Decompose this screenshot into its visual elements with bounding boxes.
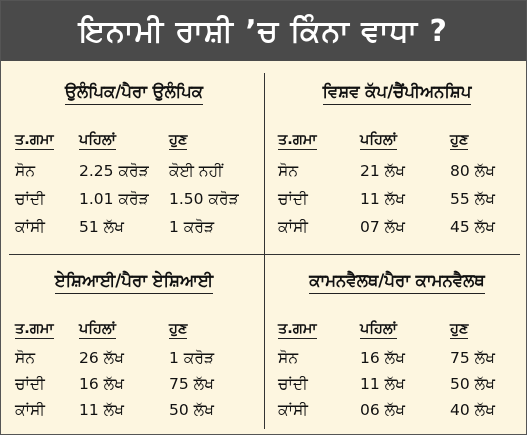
panel-title: ਕਾਮਨਵੈਲਥ/ਪੈਰਾ ਕਾਮਨਵੈਲਥ bbox=[272, 271, 522, 294]
column-header-before: ਪਹਿਲਾਂ bbox=[79, 132, 116, 150]
panel-commonwealth: ਕਾਮਨਵੈਲਥ/ਪੈਰਾ ਕਾਮਨਵੈਲਥ ਤ.ਗਮਾ ਪਹਿਲਾਂ ਹੁਣ … bbox=[272, 259, 522, 434]
now-cell: ਕੋਈ ਨਹੀਂ bbox=[169, 162, 223, 180]
table-row: ਚਾਂਦੀ 1.01 ਕਰੋੜ 1.50 ਕਰੋੜ bbox=[9, 190, 259, 216]
before-cell: 11 ਲੱਖ bbox=[79, 401, 124, 419]
now-cell: 1 ਕਰੋੜ bbox=[169, 349, 215, 367]
now-cell: 75 ਲੱਖ bbox=[169, 375, 214, 393]
panel-world-cup: ਵਿਸ਼ਵ ਕੱਪ/ਚੈਂਪੀਅਨਸ਼ਿਪ ਤ.ਗਮਾ ਪਹਿਲਾਂ ਹੁਣ ਸ… bbox=[272, 76, 522, 251]
panel-title: ਵਿਸ਼ਵ ਕੱਪ/ਚੈਂਪੀਅਨਸ਼ਿਪ bbox=[272, 82, 522, 105]
before-cell: 11 ਲੱਖ bbox=[360, 375, 405, 393]
table-row: ਕਾਂਸੀ 11 ਲੱਖ 50 ਲੱਖ bbox=[9, 401, 259, 427]
now-cell: 1.50 ਕਰੋੜ bbox=[169, 190, 239, 208]
now-cell: 80 ਲੱਖ bbox=[450, 162, 495, 180]
table-row: ਸੋਨ 26 ਲੱਖ 1 ਕਰੋੜ bbox=[9, 349, 259, 375]
column-header-before: ਪਹਿਲਾਂ bbox=[79, 321, 116, 339]
column-header-now: ਹੁਣ bbox=[169, 321, 188, 339]
medal-cell: ਸੋਨ bbox=[15, 162, 36, 180]
before-cell: 1.01 ਕਰੋੜ bbox=[79, 190, 149, 208]
vertical-divider bbox=[264, 73, 265, 429]
now-cell: 50 ਲੱਖ bbox=[169, 401, 214, 419]
medal-cell: ਕਾਂਸੀ bbox=[15, 218, 45, 236]
medal-cell: ਕਾਂਸੀ bbox=[278, 401, 308, 419]
now-cell: 50 ਲੱਖ bbox=[450, 375, 495, 393]
panel-asian-games: ਏਸ਼ਿਆਈ/ਪੈਰਾ ਏਸ਼ਿਆਈ ਤ.ਗਮਾ ਪਹਿਲਾਂ ਹੁਣ ਸੋਨ … bbox=[9, 259, 259, 434]
column-header-now: ਹੁਣ bbox=[450, 321, 469, 339]
before-cell: 16 ਲੱਖ bbox=[360, 349, 405, 367]
table-header: ਤ.ਗਮਾ ਪਹਿਲਾਂ ਹੁਣ bbox=[272, 132, 522, 158]
table-row: ਕਾਂਸੀ 06 ਲੱਖ 40 ਲੱਖ bbox=[272, 401, 522, 427]
table-row: ਸੋਨ 16 ਲੱਖ 75 ਲੱਖ bbox=[272, 349, 522, 375]
before-cell: 21 ਲੱਖ bbox=[360, 162, 405, 180]
table-header: ਤ.ਗਮਾ ਪਹਿਲਾਂ ਹੁਣ bbox=[9, 321, 259, 347]
now-cell: 75 ਲੱਖ bbox=[450, 349, 495, 367]
before-cell: 07 ਲੱਖ bbox=[360, 218, 405, 236]
now-cell: 1 ਕਰੋੜ bbox=[169, 218, 215, 236]
medal-cell: ਕਾਂਸੀ bbox=[15, 401, 45, 419]
column-header-medal: ਤ.ਗਮਾ bbox=[15, 132, 54, 150]
table-row: ਸੋਨ 21 ਲੱਖ 80 ਲੱਖ bbox=[272, 162, 522, 188]
column-header-medal: ਤ.ਗਮਾ bbox=[15, 321, 54, 339]
column-header-before: ਪਹਿਲਾਂ bbox=[360, 321, 397, 339]
now-cell: 40 ਲੱਖ bbox=[450, 401, 495, 419]
table-row: ਚਾਂਦੀ 11 ਲੱਖ 55 ਲੱਖ bbox=[272, 190, 522, 216]
medal-cell: ਚਾਂਦੀ bbox=[278, 375, 308, 393]
column-header-medal: ਤ.ਗਮਾ bbox=[278, 321, 317, 339]
table-header: ਤ.ਗਮਾ ਪਹਿਲਾਂ ਹੁਣ bbox=[9, 132, 259, 158]
before-cell: 51 ਲੱਖ bbox=[79, 218, 124, 236]
before-cell: 06 ਲੱਖ bbox=[360, 401, 405, 419]
medal-cell: ਚਾਂਦੀ bbox=[15, 375, 45, 393]
medal-cell: ਸੋਨ bbox=[278, 162, 299, 180]
panel-olympic: ਉਲੰਪਿਕ/ਪੈਰਾ ਉਲੰਪਿਕ ਤ.ਗਮਾ ਪਹਿਲਾਂ ਹੁਣ ਸੋਨ … bbox=[9, 76, 259, 251]
medal-cell: ਸੋਨ bbox=[278, 349, 299, 367]
now-cell: 55 ਲੱਖ bbox=[450, 190, 495, 208]
before-cell: 11 ਲੱਖ bbox=[360, 190, 405, 208]
horizontal-divider bbox=[9, 254, 520, 255]
panel-title: ਉਲੰਪਿਕ/ਪੈਰਾ ਉਲੰਪਿਕ bbox=[9, 82, 259, 105]
medal-cell: ਚਾਂਦੀ bbox=[15, 190, 45, 208]
page-title: ਇਨਾਮੀ ਰਾਸ਼ੀ ’ਚ ਕਿੰਨਾ ਵਾਧਾ ? bbox=[1, 1, 526, 61]
now-cell: 45 ਲੱਖ bbox=[450, 218, 495, 236]
medal-cell: ਚਾਂਦੀ bbox=[278, 190, 308, 208]
table-row: ਚਾਂਦੀ 16 ਲੱਖ 75 ਲੱਖ bbox=[9, 375, 259, 401]
table-row: ਕਾਂਸੀ 07 ਲੱਖ 45 ਲੱਖ bbox=[272, 218, 522, 244]
medal-cell: ਕਾਂਸੀ bbox=[278, 218, 308, 236]
panel-title: ਏਸ਼ਿਆਈ/ਪੈਰਾ ਏਸ਼ਿਆਈ bbox=[9, 271, 259, 294]
column-header-now: ਹੁਣ bbox=[169, 132, 188, 150]
column-header-before: ਪਹਿਲਾਂ bbox=[360, 132, 397, 150]
column-header-medal: ਤ.ਗਮਾ bbox=[278, 132, 317, 150]
table-row: ਚਾਂਦੀ 11 ਲੱਖ 50 ਲੱਖ bbox=[272, 375, 522, 401]
medal-cell: ਸੋਨ bbox=[15, 349, 36, 367]
column-header-now: ਹੁਣ bbox=[450, 132, 469, 150]
before-cell: 2.25 ਕਰੋੜ bbox=[79, 162, 149, 180]
table-header: ਤ.ਗਮਾ ਪਹਿਲਾਂ ਹੁਣ bbox=[272, 321, 522, 347]
before-cell: 16 ਲੱਖ bbox=[79, 375, 124, 393]
before-cell: 26 ਲੱਖ bbox=[79, 349, 124, 367]
table-row: ਕਾਂਸੀ 51 ਲੱਖ 1 ਕਰੋੜ bbox=[9, 218, 259, 244]
table-row: ਸੋਨ 2.25 ਕਰੋੜ ਕੋਈ ਨਹੀਂ bbox=[9, 162, 259, 188]
